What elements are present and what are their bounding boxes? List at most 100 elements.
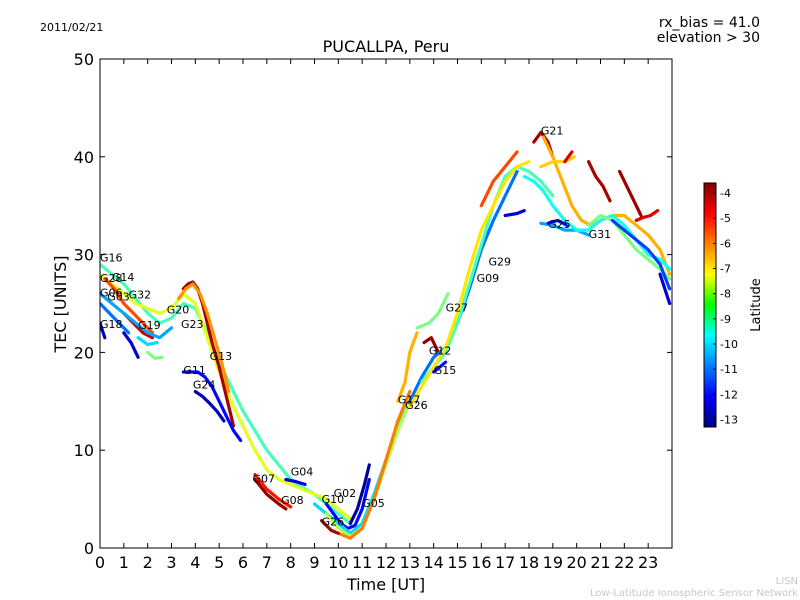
tec-series-42 <box>617 169 643 218</box>
tec-series-21 <box>253 473 293 509</box>
rx-bias-note: rx_bias = 41.0 <box>659 15 760 31</box>
y-tick-label-4: 40 <box>74 148 94 167</box>
tec-series-33 <box>539 155 576 169</box>
satellite-label-16: G02 <box>334 487 357 500</box>
x-tick-label-13: 13 <box>400 553 420 572</box>
x-tick-label-1: 1 <box>119 553 129 572</box>
x-tick-label-20: 20 <box>566 553 586 572</box>
x-tick-label-18: 18 <box>519 553 539 572</box>
x-tick-label-22: 22 <box>614 553 634 572</box>
elevation-note: elevation > 30 <box>657 30 760 46</box>
satellite-label-22: G12 <box>429 344 452 357</box>
satellite-label-1: G28 <box>100 272 123 285</box>
satellite-label-4: G03 <box>107 291 130 304</box>
tec-series-14 <box>324 477 371 531</box>
x-tick-label-2: 2 <box>143 553 153 572</box>
tec-series-27 <box>420 165 555 384</box>
tec-series-37 <box>546 218 569 227</box>
tec-series-16 <box>312 399 412 535</box>
tec-series-40 <box>610 218 672 291</box>
satellite-label-19: G26 <box>322 516 345 529</box>
y-tick-label-3: 30 <box>74 246 94 265</box>
y-axis-label: TEC [UNITS] <box>51 256 70 354</box>
tec-series-4 <box>100 292 174 340</box>
x-tick-label-21: 21 <box>590 553 610 572</box>
tec-series-20 <box>253 477 288 511</box>
satellite-label-23: G15 <box>434 364 457 377</box>
colorbar-tick-label-3: -7 <box>720 263 731 276</box>
tec-series-30 <box>479 150 519 208</box>
satellite-label-21: G26 <box>405 399 428 412</box>
y-tick-label-1: 10 <box>74 441 94 460</box>
colorbar-label: Latitude <box>749 278 764 332</box>
satellite-label-11: G11 <box>183 364 206 377</box>
satellite-label-10: G13 <box>210 350 233 363</box>
y-tick-label-5: 50 <box>74 50 94 69</box>
tec-series-28 <box>408 160 531 408</box>
tec-series-25 <box>422 336 440 354</box>
x-tick-label-4: 4 <box>190 553 200 572</box>
colorbar-tick-label-9: -13 <box>720 413 738 426</box>
colorbar-tick-label-1: -5 <box>720 212 731 225</box>
y-tick-label-0: 0 <box>84 539 94 558</box>
tec-series-2 <box>103 277 154 335</box>
x-axis-label: Time [UT] <box>346 575 425 594</box>
colorbar-ticks: -4 -5 -6 -7 -8 -9 -10 -11 -12 -13 <box>713 187 738 426</box>
y-axis-ticks: 0 10 20 30 40 50 <box>74 50 672 558</box>
x-tick-label-16: 16 <box>471 553 491 572</box>
x-tick-label-12: 12 <box>376 553 396 572</box>
footer-org-full: Low-Latitude Ionospheric Sensor Network <box>590 588 798 599</box>
satellite-label-14: G04 <box>291 466 314 479</box>
tec-series-29 <box>432 360 448 374</box>
satellite-label-28: G25 <box>548 218 571 231</box>
x-tick-label-9: 9 <box>309 553 319 572</box>
tec-series-38 <box>522 174 672 271</box>
tec-series-39 <box>586 213 672 281</box>
tec-series-15 <box>348 463 371 526</box>
x-tick-label-5: 5 <box>214 553 224 572</box>
colorbar-tick-label-6: -10 <box>720 338 738 351</box>
x-tick-label-17: 17 <box>495 553 515 572</box>
colorbar-tick-label-8: -12 <box>720 388 738 401</box>
tec-series-13 <box>193 389 226 423</box>
tec-series-5 <box>100 301 131 335</box>
satellite-label-18: G05 <box>362 497 385 510</box>
tec-series-22 <box>284 477 307 486</box>
chart-title: PUCALLPA, Peru <box>323 37 450 56</box>
tec-series-8 <box>146 350 164 360</box>
tec-series-24 <box>415 292 450 330</box>
satellite-label-6: G18 <box>100 318 123 331</box>
x-tick-label-7: 7 <box>262 553 272 572</box>
tec-series-6 <box>122 331 140 359</box>
date-label: 2011/02/21 <box>40 21 103 34</box>
colorbar-tick-label-2: -6 <box>720 237 731 250</box>
x-tick-label-0: 0 <box>95 553 105 572</box>
satellite-label-8: G20 <box>167 303 190 316</box>
satellite-label-2: G14 <box>112 271 135 284</box>
tec-series-35 <box>503 209 526 218</box>
colorbar-tick-label-0: -4 <box>720 187 731 200</box>
x-tick-label-3: 3 <box>166 553 176 572</box>
satellite-label-9: G23 <box>181 318 204 331</box>
satellite-label-0: G16 <box>100 251 123 264</box>
satellite-label-25: G09 <box>477 272 500 285</box>
satellite-label-15: G08 <box>281 494 304 507</box>
tec-series-34 <box>563 150 574 164</box>
satellite-label-20: G17 <box>398 393 421 406</box>
tec-series-18 <box>336 389 412 540</box>
data-series-group <box>100 130 672 540</box>
tec-series-43 <box>634 209 660 222</box>
satellite-label-7: G19 <box>138 319 161 332</box>
tec-series-9 <box>136 336 159 347</box>
tec-series-41 <box>586 160 612 203</box>
x-tick-label-10: 10 <box>328 553 348 572</box>
tec-series-19 <box>320 518 340 535</box>
tec-series-23 <box>396 331 419 403</box>
x-tick-label-6: 6 <box>238 553 248 572</box>
satellite-label-5: G32 <box>129 289 152 302</box>
satellite-label-12: G24 <box>193 379 216 392</box>
x-tick-label-15: 15 <box>447 553 467 572</box>
x-tick-label-8: 8 <box>286 553 296 572</box>
